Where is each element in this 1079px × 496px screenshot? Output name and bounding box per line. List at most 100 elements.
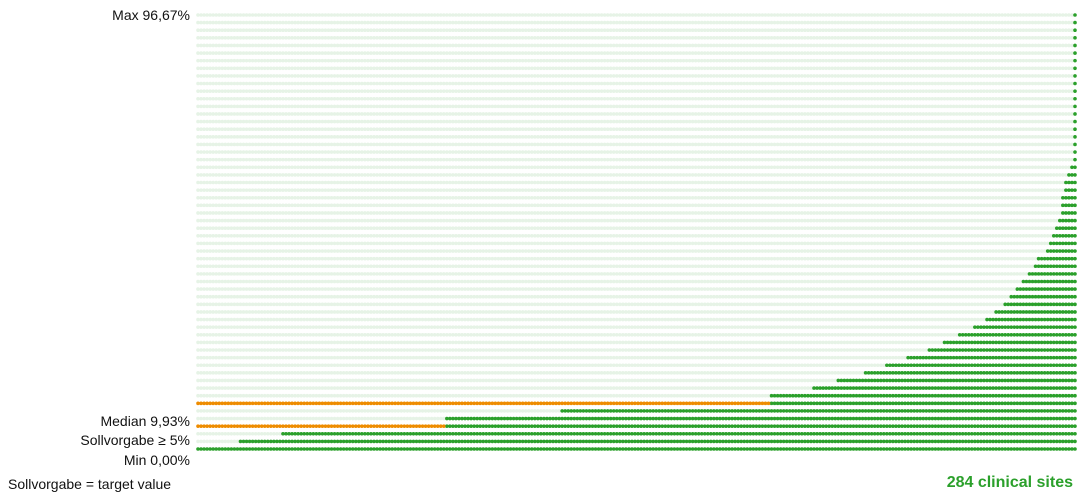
empty-dot (205, 157, 209, 162)
empty-dot (214, 249, 219, 253)
empty-dot (232, 439, 237, 444)
empty-dot (217, 104, 222, 109)
empty-dot (232, 96, 237, 101)
empty-dot (226, 89, 231, 93)
empty-dot (208, 409, 212, 413)
empty-dot (214, 409, 219, 413)
empty-dot (220, 157, 225, 162)
empty-dot (223, 142, 228, 147)
empty-dot (217, 188, 222, 192)
empty-dot (205, 371, 209, 375)
empty-dot (226, 431, 231, 436)
empty-dot (232, 28, 237, 33)
empty-dot (199, 180, 203, 185)
empty-dot (235, 96, 240, 101)
empty-dot (208, 180, 212, 185)
empty-dot (232, 241, 237, 246)
empty-dot (211, 302, 215, 307)
empty-dot (229, 226, 234, 230)
empty-dot (223, 249, 228, 253)
empty-dot (211, 104, 215, 109)
empty-dot (202, 142, 206, 147)
empty-dot (205, 325, 209, 329)
empty-dot (199, 302, 203, 307)
empty-dot (214, 241, 219, 246)
empty-dot (229, 317, 234, 322)
empty-dot (220, 112, 225, 116)
empty-dot (205, 241, 209, 246)
empty-dot (226, 157, 231, 162)
empty-dot (241, 279, 246, 284)
empty-dot (208, 317, 212, 322)
empty-dot (220, 386, 225, 390)
empty-dot (226, 371, 231, 375)
empty-dot (214, 310, 219, 314)
empty-dot (199, 28, 203, 33)
empty-dot (220, 119, 225, 124)
empty-dot (223, 195, 228, 200)
empty-dot (214, 378, 219, 383)
empty-dot (214, 89, 219, 93)
empty-dot (241, 325, 246, 329)
empty-dot (217, 234, 222, 238)
empty-dot (220, 211, 225, 215)
empty-dot (205, 431, 209, 436)
empty-dot (211, 431, 215, 436)
empty-dot (196, 363, 200, 368)
empty-dot (202, 66, 206, 71)
empty-dot (208, 431, 212, 436)
empty-dot (217, 119, 222, 124)
empty-dot (196, 66, 200, 71)
empty-dot (232, 150, 237, 154)
empty-dot (220, 431, 225, 436)
empty-dot (205, 188, 209, 192)
empty-dot (220, 135, 225, 139)
empty-dot (211, 371, 215, 375)
empty-dot (205, 135, 209, 139)
empty-dot (217, 294, 222, 299)
empty-dot (199, 279, 203, 284)
empty-dot (217, 256, 222, 261)
empty-dot (241, 332, 246, 337)
empty-dot (226, 127, 231, 132)
empty-dot (232, 317, 237, 322)
empty-dot (232, 20, 237, 25)
empty-dot (214, 393, 219, 398)
empty-dot (229, 279, 234, 284)
empty-dot (208, 104, 212, 109)
empty-dot (223, 272, 228, 276)
empty-dot (238, 234, 243, 238)
empty-dot (211, 439, 215, 444)
empty-dot (214, 127, 219, 132)
empty-dot (232, 135, 237, 139)
empty-dot (202, 96, 206, 101)
empty-dot (196, 340, 200, 345)
empty-dot (238, 13, 243, 17)
empty-dot (199, 81, 203, 86)
empty-dot (223, 378, 228, 383)
empty-dot (205, 348, 209, 352)
empty-dot (205, 256, 209, 261)
empty-dot (196, 96, 200, 101)
empty-dot (226, 416, 231, 421)
empty-dot (214, 439, 219, 444)
empty-dot (196, 81, 200, 86)
empty-dot (238, 180, 243, 185)
empty-dot (220, 279, 225, 284)
empty-dot (196, 348, 200, 352)
empty-dot (217, 142, 222, 147)
empty-dot (220, 294, 225, 299)
empty-dot (205, 195, 209, 200)
empty-dot (238, 287, 243, 291)
empty-dot (214, 135, 219, 139)
empty-dot (235, 104, 240, 109)
empty-dot (211, 317, 215, 322)
empty-dot (208, 13, 212, 17)
empty-dot (208, 81, 212, 86)
empty-dot (223, 28, 228, 33)
empty-dot (232, 13, 237, 17)
empty-dot (226, 256, 231, 261)
empty-dot (220, 378, 225, 383)
empty-dot (220, 58, 225, 63)
empty-dot (232, 112, 237, 116)
